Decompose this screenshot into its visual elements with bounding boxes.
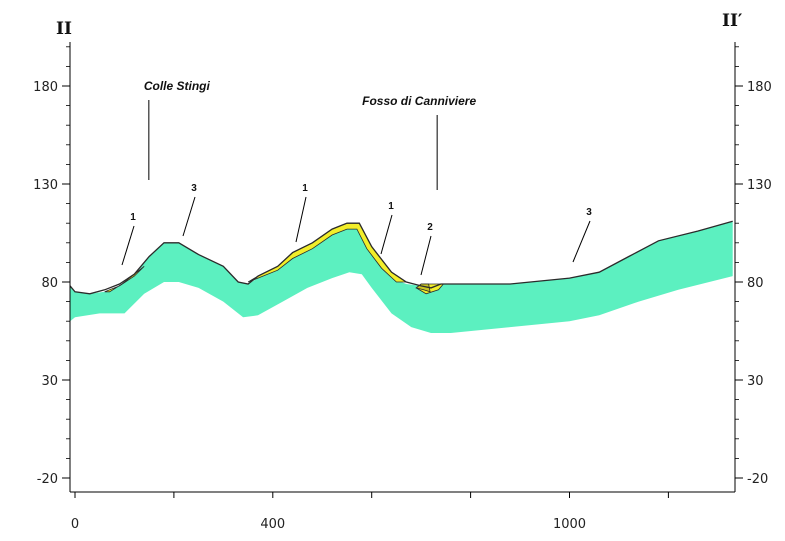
unit-label-3: 1 [302,183,308,194]
unit-leader-1 [121,225,135,266]
y-tick-label-right: 130 [747,178,772,193]
y-tick-label-left: 180 [33,80,58,95]
unit-3-body [70,221,733,333]
y-tick-label-left: -20 [37,472,58,487]
unit-leader-4 [380,214,393,255]
annotations: Colle Stingi Fosso di Canniviere 1 3 1 1 2 3 [121,79,592,276]
section-label-right: II′ [722,11,743,31]
y-tick-label-left: 30 [41,374,58,389]
axes: 180 180 130 130 80 80 30 30 -20 -20 0 400 1000 [33,42,772,532]
unit-label-2: 3 [191,183,197,194]
place-label-1: Colle Stingi [144,79,211,93]
y-tick-label-right: 80 [747,276,764,291]
section-endpoint-labels: II II′ [56,11,743,39]
unit-leader-6 [572,220,591,263]
unit-1-patch-1 [104,265,145,293]
y-tick-label-left: 80 [41,276,58,291]
y-tick-label-right: -20 [747,472,768,487]
y-tick-label-left: 130 [33,178,58,193]
place-label-2: Fosso di Canniviere [362,94,476,108]
y-tick-label-right: 30 [747,374,764,389]
unit-label-5: 2 [427,222,433,233]
unit-leader-2 [182,196,196,237]
unit-label-4: 1 [388,201,394,212]
x-tick-label: 1000 [553,517,586,532]
unit-label-1: 1 [130,212,136,223]
geology-layers [69,220,733,333]
unit-leader-3 [295,196,307,243]
y-tick-label-right: 180 [747,80,772,95]
x-tick-label: 400 [260,517,285,532]
ground-surface-line [69,220,733,295]
section-label-left: II [56,19,72,39]
unit-leader-5 [420,235,432,276]
unit-label-6: 3 [586,207,592,218]
x-tick-label: 0 [71,517,79,532]
